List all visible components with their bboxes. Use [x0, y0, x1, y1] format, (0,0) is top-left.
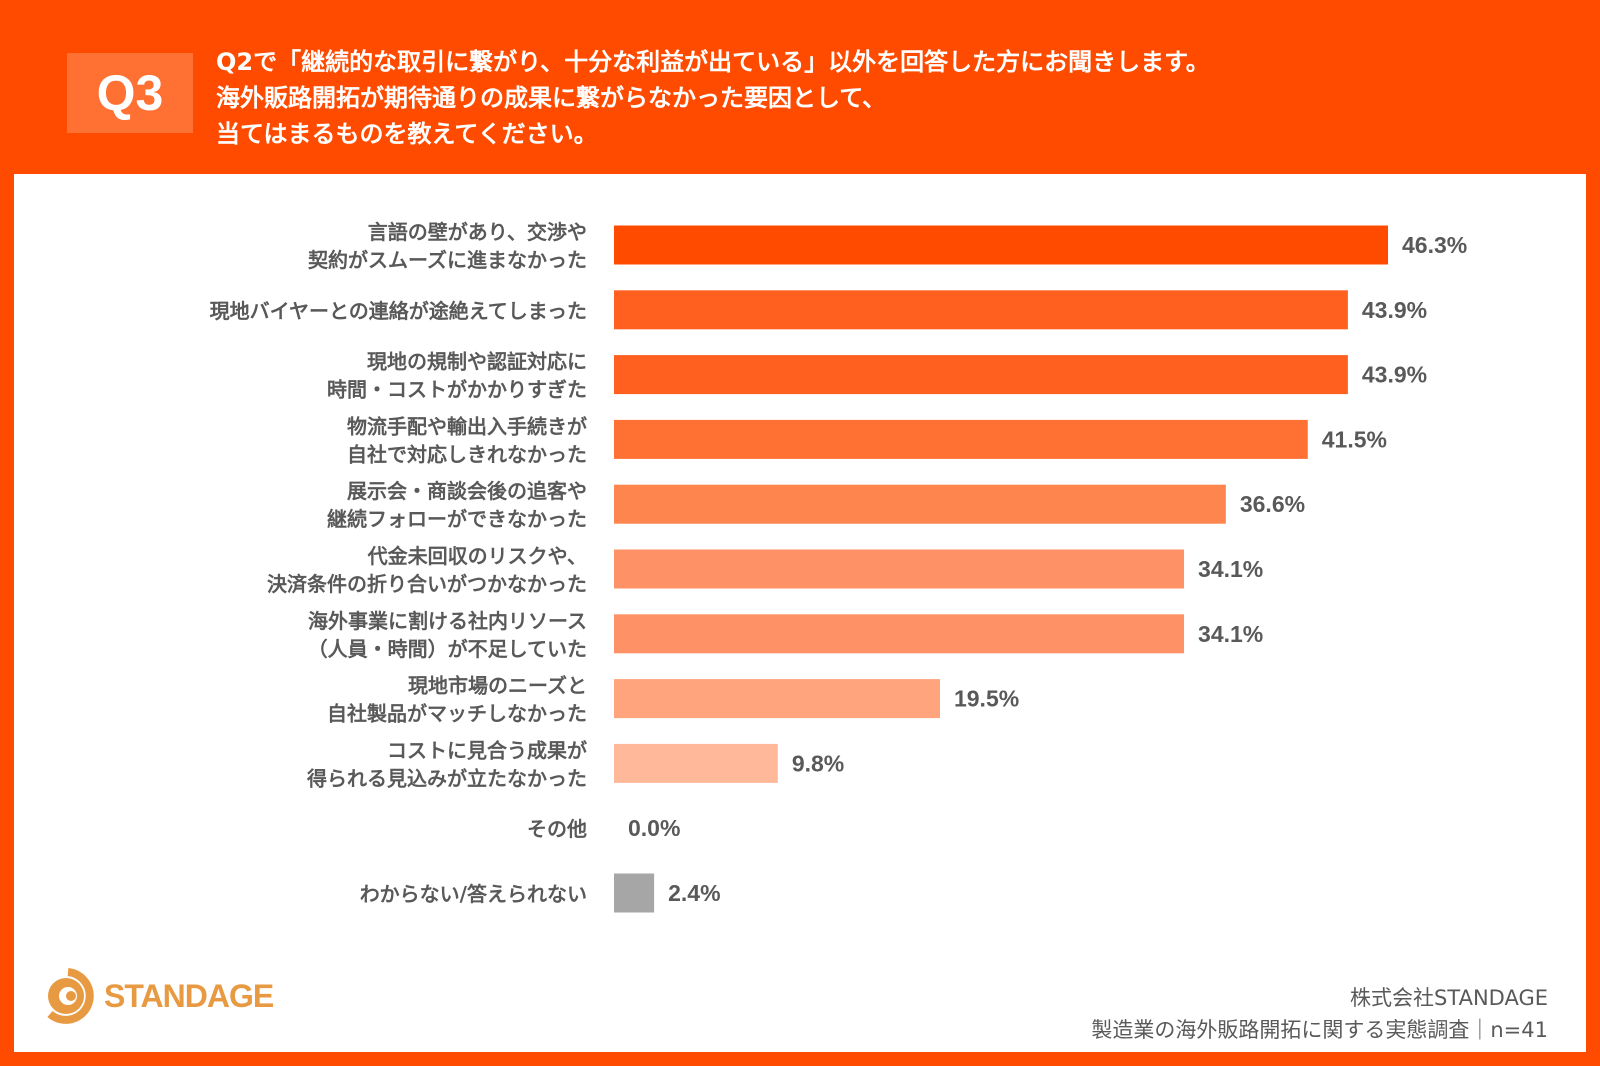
bar	[614, 743, 778, 783]
category-label: コストに見合う成果が	[387, 738, 587, 762]
logo-text: STANDAGE	[104, 977, 274, 1014]
category-label: わからない/答えられない	[360, 882, 587, 906]
question-line: Q2で「継続的な取引に繋がり、十分な利益が出ている」以外を回答した方にお聞きしま…	[216, 48, 1210, 76]
category-label: （人員・時間）が不足していた	[308, 637, 587, 661]
data-label: 2.4%	[668, 880, 720, 906]
category-label: 現地の規制や認証対応に	[367, 350, 587, 374]
category-label: その他	[527, 817, 587, 841]
question-number-badge: Q3	[67, 53, 193, 133]
bar	[614, 225, 1388, 265]
category-label: 言語の壁があり、交渉や	[368, 220, 587, 244]
bar	[614, 549, 1185, 589]
category-label: 現地バイヤーとの連絡が途絶えてしまった	[210, 299, 587, 323]
survey-caption: 製造業の海外販路開拓に関する実態調査｜n=41	[1091, 1018, 1548, 1042]
category-label: 物流手配や輸出入手続きが	[347, 414, 587, 438]
bar	[614, 290, 1348, 330]
company-name: 株式会社STANDAGE	[1350, 986, 1548, 1010]
bar	[614, 484, 1226, 524]
data-label: 46.3%	[1402, 232, 1467, 258]
data-label: 41.5%	[1322, 426, 1387, 452]
question-text: Q2で「継続的な取引に繋がり、十分な利益が出ている」以外を回答した方にお聞きしま…	[216, 44, 1210, 152]
data-label: 34.1%	[1198, 556, 1263, 582]
data-label: 9.8%	[792, 750, 844, 776]
data-label: 34.1%	[1198, 621, 1263, 647]
category-label: 継続フォローができなかった	[327, 507, 587, 531]
question-line: 当てはまるものを教えてください。	[216, 120, 598, 148]
data-label: 36.6%	[1240, 491, 1305, 517]
category-label: 時間・コストがかかりすぎた	[327, 378, 587, 402]
question-line: 海外販路開拓が期待通りの成果に繋がらなかった要因として、	[216, 84, 887, 112]
standage-logo: STANDAGE	[40, 968, 274, 1024]
category-label: 海外事業に割ける社内リソース	[308, 609, 587, 633]
data-label: 19.5%	[954, 686, 1019, 712]
bar	[614, 873, 655, 913]
category-label: 自社製品がマッチしなかった	[327, 702, 587, 726]
bar	[614, 614, 1185, 654]
bar	[614, 679, 940, 719]
data-label: 0.0%	[628, 815, 680, 841]
category-label: 契約がスムーズに進まなかった	[307, 248, 587, 272]
category-label: 代金未回収のリスクや、	[367, 544, 587, 568]
category-label: 決済条件の折り合いがつかなかった	[267, 572, 587, 596]
category-label: 展示会・商談会後の追客や	[347, 479, 587, 503]
data-label: 43.9%	[1362, 297, 1427, 323]
data-label: 43.9%	[1362, 362, 1427, 388]
standage-logo-icon	[47, 968, 94, 1024]
bar	[614, 419, 1308, 459]
category-label: 得られる見込みが立たなかった	[306, 766, 587, 790]
category-label: 自社で対応しきれなかった	[347, 442, 587, 466]
category-label: 現地市場のニーズと	[408, 674, 587, 698]
bar	[614, 355, 1348, 395]
